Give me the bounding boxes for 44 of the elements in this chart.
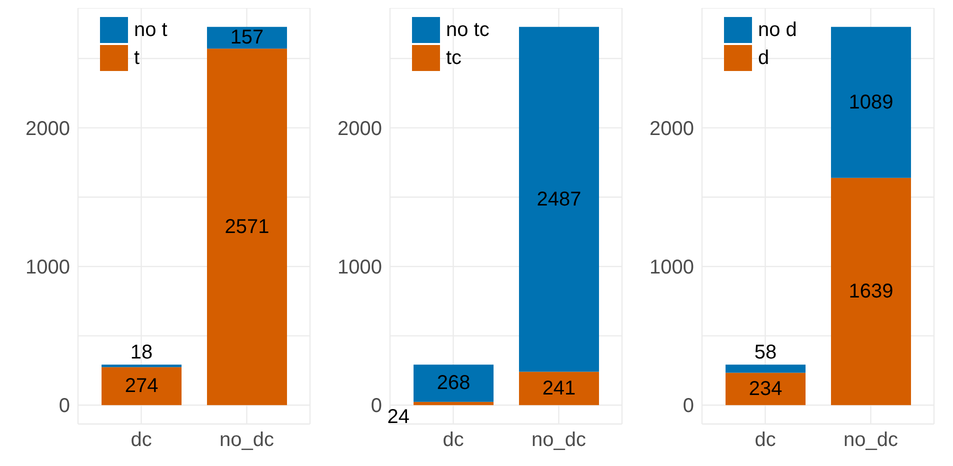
y-tick-label: 0 — [370, 395, 382, 418]
bar — [519, 372, 599, 406]
data-label: 2487 — [536, 188, 582, 210]
y-tick-label: 2000 — [26, 118, 70, 140]
bar — [519, 26, 599, 372]
legend-label: no d — [758, 18, 797, 42]
x-tick-label: no_dc — [843, 429, 898, 452]
x-tick-label: no_dc — [219, 429, 274, 452]
bar — [207, 48, 287, 406]
legend-label: d — [758, 46, 770, 70]
bar — [102, 367, 182, 406]
data-label: 1639 — [848, 280, 894, 303]
y-tick-label: 2000 — [650, 118, 694, 140]
y-tick-label: 1000 — [26, 256, 70, 279]
legend-label: no tc — [446, 18, 490, 42]
data-label: 157 — [230, 26, 264, 49]
data-label: 274 — [124, 375, 158, 398]
bar — [414, 364, 494, 402]
y-tick-label: 1000 — [338, 256, 382, 279]
x-tick-label: no_dc — [531, 429, 586, 452]
y-tick-label: 1000 — [650, 256, 694, 279]
x-tick-label: dc — [442, 429, 464, 452]
y-tick-label: 0 — [58, 395, 70, 418]
bar — [726, 372, 806, 406]
data-label: 234 — [748, 378, 782, 400]
x-tick-label: dc — [754, 429, 776, 452]
data-label: 18 — [130, 342, 153, 364]
bar — [102, 364, 182, 368]
data-label: 1089 — [848, 91, 894, 114]
legend-label: tc — [446, 46, 462, 70]
legend-label: no t — [134, 18, 168, 42]
x-tick-label: dc — [130, 429, 152, 452]
bar — [831, 26, 911, 178]
bar — [831, 178, 911, 406]
data-label: 24 — [387, 406, 410, 428]
data-label: 268 — [436, 372, 470, 394]
data-label: 2571 — [224, 216, 270, 238]
data-label: 241 — [542, 377, 576, 400]
y-tick-label: 0 — [682, 395, 694, 418]
bar — [414, 402, 494, 406]
y-tick-label: 2000 — [338, 118, 382, 140]
bar — [726, 364, 806, 373]
data-label: 58 — [754, 342, 777, 364]
legend-label: t — [134, 46, 140, 70]
